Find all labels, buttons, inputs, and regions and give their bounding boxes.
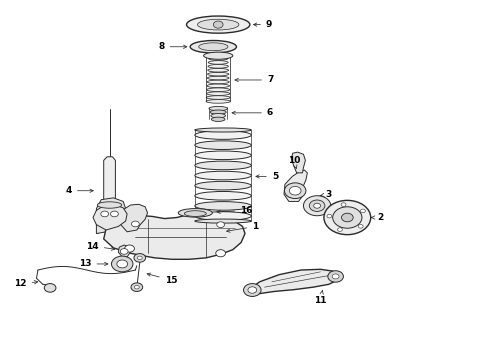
Text: 6: 6 [232,108,273,117]
Circle shape [324,201,371,235]
Ellipse shape [203,52,233,59]
Ellipse shape [208,68,229,72]
Ellipse shape [210,110,226,114]
Ellipse shape [195,219,251,223]
Polygon shape [291,152,305,173]
Circle shape [217,222,224,228]
Ellipse shape [209,107,227,111]
Ellipse shape [195,141,251,149]
Polygon shape [118,245,130,257]
Ellipse shape [195,128,251,132]
Circle shape [332,274,339,279]
Text: 8: 8 [158,42,187,51]
Ellipse shape [195,161,251,170]
Polygon shape [118,204,147,232]
Text: 15: 15 [147,273,177,284]
Ellipse shape [207,76,229,80]
Circle shape [285,183,306,199]
Circle shape [216,249,225,257]
Ellipse shape [195,131,251,139]
Circle shape [134,285,139,289]
Polygon shape [98,202,121,234]
Ellipse shape [207,80,229,84]
Text: 16: 16 [217,206,253,215]
Ellipse shape [206,96,230,99]
Ellipse shape [199,43,228,51]
Polygon shape [116,258,129,269]
Text: 5: 5 [256,172,278,181]
Polygon shape [284,170,307,202]
Text: 4: 4 [66,186,93,195]
Ellipse shape [190,41,237,53]
Ellipse shape [206,92,230,95]
Ellipse shape [208,72,229,76]
Circle shape [134,253,146,262]
Ellipse shape [206,100,230,103]
Circle shape [117,260,127,268]
Polygon shape [250,269,340,294]
Circle shape [124,245,134,252]
Polygon shape [93,204,127,230]
Text: 10: 10 [288,156,300,168]
Ellipse shape [195,202,251,210]
Text: 7: 7 [235,76,273,85]
Polygon shape [97,198,125,234]
Circle shape [111,211,118,217]
Circle shape [131,283,143,292]
Ellipse shape [178,208,212,217]
Circle shape [213,21,223,28]
Text: 1: 1 [227,222,259,232]
Polygon shape [104,157,116,219]
Circle shape [120,249,128,254]
Ellipse shape [195,192,251,200]
Circle shape [244,284,261,296]
Circle shape [327,214,332,218]
Ellipse shape [195,181,251,190]
Circle shape [101,211,109,217]
Text: 2: 2 [371,213,384,222]
Ellipse shape [208,60,228,64]
Text: 11: 11 [314,291,327,305]
Text: 3: 3 [320,190,332,199]
Text: 12: 12 [14,279,38,288]
Ellipse shape [195,212,251,220]
Circle shape [333,207,362,228]
Ellipse shape [184,211,206,216]
Circle shape [361,209,366,213]
Ellipse shape [207,84,229,87]
Polygon shape [104,214,245,259]
Ellipse shape [195,151,251,159]
Circle shape [338,228,343,231]
Ellipse shape [187,16,250,33]
Ellipse shape [195,171,251,180]
Ellipse shape [211,113,225,118]
Text: 14: 14 [86,242,115,251]
Circle shape [309,200,325,211]
Circle shape [358,225,363,228]
Circle shape [341,203,346,206]
Circle shape [137,256,142,260]
Circle shape [289,186,301,195]
Circle shape [328,271,343,282]
Ellipse shape [98,202,122,208]
Ellipse shape [208,64,228,68]
Circle shape [248,287,257,293]
Circle shape [342,213,353,222]
Circle shape [44,284,56,292]
Ellipse shape [207,88,230,91]
Ellipse shape [197,19,239,30]
Text: 13: 13 [79,260,108,269]
Circle shape [112,256,133,272]
Circle shape [314,203,320,208]
Circle shape [303,196,331,216]
Text: 9: 9 [253,20,272,29]
Ellipse shape [211,117,225,121]
Ellipse shape [208,57,228,60]
Circle shape [131,221,139,227]
